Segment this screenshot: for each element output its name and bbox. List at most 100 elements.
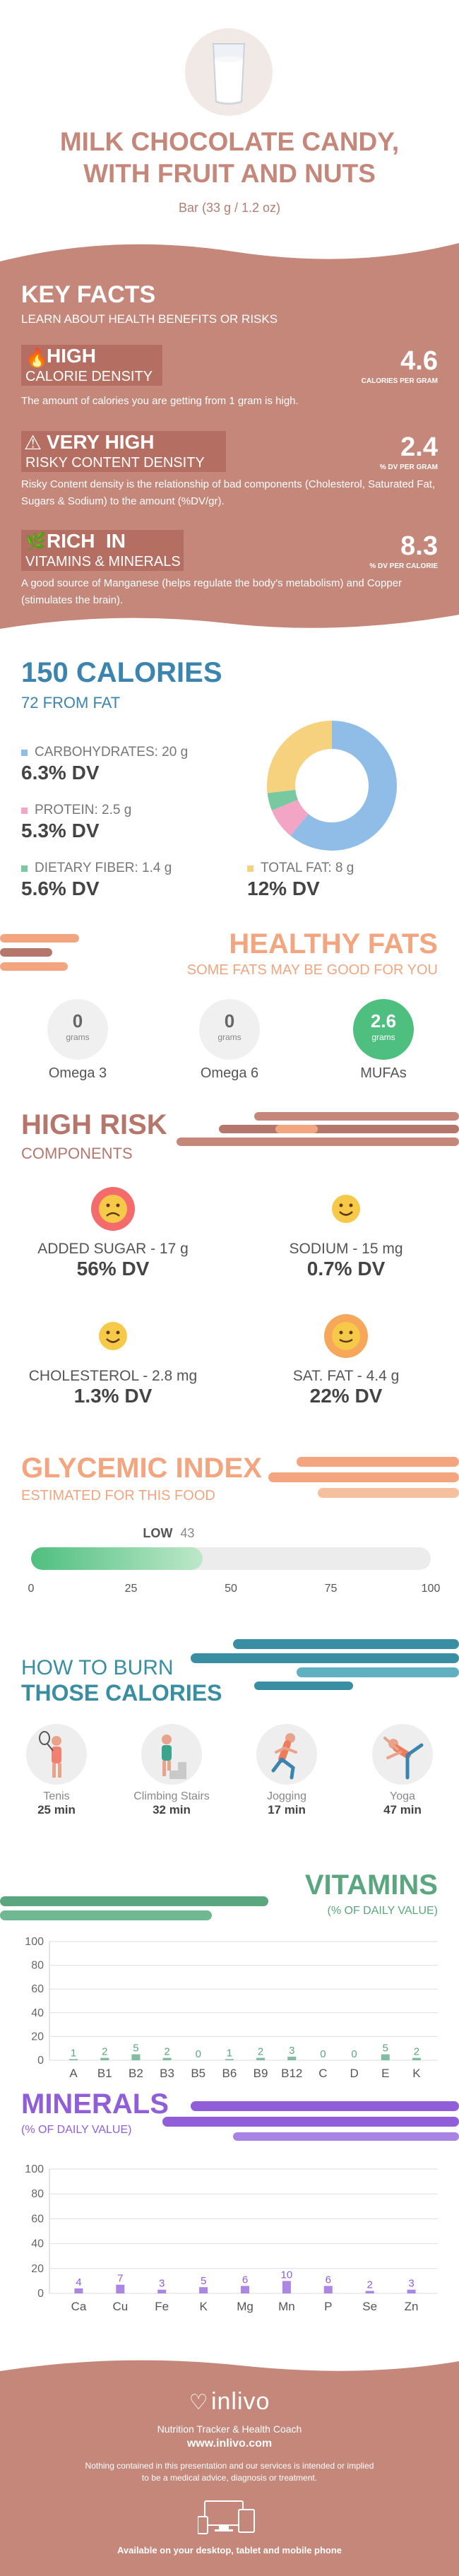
bar-value-label: 6 (242, 2274, 248, 2286)
macro-carbs: CARBOHYDRATES: 20 g 6.3% DV (21, 745, 188, 784)
y-tick-label: 0 (37, 2288, 44, 2300)
bar-value-label: 0 (320, 2048, 326, 2060)
fact-level: HIGH (47, 345, 96, 367)
glycemic-fill (31, 1547, 203, 1570)
key-facts-title: KEY FACTS (21, 281, 156, 308)
bar (74, 2288, 83, 2293)
bar-value-label: 5 (201, 2275, 206, 2287)
burn-jogging: Jogging 17 min (244, 1724, 329, 1817)
key-facts-section: KEY FACTS LEARN ABOUT HEALTH BENEFITS OR… (0, 233, 459, 636)
footer-tagline: Nutrition Tracker & Health Coach (157, 2423, 302, 2435)
yoga-icon (372, 1724, 433, 1785)
sad-face-icon (91, 1187, 135, 1231)
fat-label: TOTAL FAT: 8 g (261, 861, 354, 875)
y-tick-label: 60 (31, 2213, 44, 2225)
decorative-stripes-right (162, 2101, 459, 2141)
fact-name: CALORIE DENSITY (25, 369, 153, 384)
glycemic-section: GLYCEMIC INDEX ESTIMATED FOR THIS FOOD L… (0, 1448, 459, 1618)
risk-label: ADDED SUGAR - 17 g (37, 1241, 189, 1257)
macro-fat: TOTAL FAT: 8 g 12% DV (247, 861, 354, 900)
burn-yoga: Yoga 47 min (360, 1724, 445, 1817)
bar-value-label: 1 (71, 2047, 76, 2059)
fact-name: RISKY CONTENT DENSITY (25, 455, 205, 471)
bar-value-label: 3 (159, 2278, 165, 2290)
bar (131, 2054, 141, 2060)
burn-time: 47 min (383, 1803, 422, 1816)
bar-value-label: 3 (289, 2045, 294, 2057)
burn-title: HOW TO BURN THOSE CALORIES (21, 1656, 222, 1706)
footer-disclaimer: Nothing contained in this presentation a… (0, 2460, 459, 2484)
x-tick-label: D (350, 2067, 358, 2080)
burn-title-line-2: THOSE CALORIES (21, 1680, 222, 1706)
warning-icon: ⚠ (24, 432, 42, 454)
glycemic-tick-label: 25 (124, 1583, 138, 1595)
omega3-label: Omega 3 (48, 1065, 107, 1081)
glycemic-tick-label: 75 (324, 1583, 338, 1595)
burn-label: Tenis (43, 1790, 70, 1802)
bar-value-label: 1 (227, 2047, 232, 2059)
x-tick-label: Ca (71, 2300, 87, 2313)
bar (256, 2057, 266, 2060)
carbs-dv: 6.3% DV (21, 762, 100, 784)
bar (381, 2054, 390, 2060)
risk-added-sugar: ADDED SUGAR - 17 g 56% DV (7, 1187, 219, 1280)
decorative-stripes-left (0, 934, 79, 971)
footer-logo: ♡ inlivo (0, 2388, 459, 2416)
risk-sat-fat: SAT. FAT - 4.4 g 22% DV (240, 1314, 452, 1407)
fat-omega6: 0 grams Omega 6 (180, 999, 279, 1082)
protein-legend-dot (21, 807, 28, 814)
key-facts-subtitle: LEARN ABOUT HEALTH BENEFITS OR RISKS (21, 312, 278, 326)
y-tick-label: 60 (31, 1983, 44, 1995)
milk-glass-icon (185, 28, 273, 116)
protein-dv: 5.3% DV (21, 820, 100, 841)
bar (287, 2056, 297, 2060)
fact-unit: % DV PER GRAM (379, 463, 438, 471)
burn-time: 17 min (268, 1803, 306, 1816)
page-title: MILK CHOCOLATE CANDY, WITH FRUIT AND NUT… (0, 126, 459, 189)
bar-value-label: 2 (258, 2046, 263, 2058)
decorative-stripes-right (268, 1457, 459, 1498)
glycemic-level: LOW (143, 1526, 173, 1540)
bar-value-label: 4 (76, 2276, 81, 2288)
fact-risky-content: ⚠ VERY HIGH RISKY CONTENT DENSITY 2.4 % … (21, 431, 438, 516)
y-tick-label: 100 (25, 2163, 44, 2175)
bar-value-label: 6 (326, 2274, 331, 2286)
y-tick-label: 100 (25, 1936, 44, 1948)
fact-unit: CALORIES PER GRAM (361, 377, 438, 385)
bar-value-label: 10 (281, 2269, 293, 2281)
burn-label: Jogging (266, 1790, 307, 1802)
fact-unit: % DV PER CALORIE (369, 562, 438, 570)
decorative-stripes-right (177, 1112, 459, 1146)
x-tick-label: Cu (112, 2300, 128, 2313)
x-tick-label: P (324, 2300, 332, 2313)
glycemic-title: GLYCEMIC INDEX (21, 1453, 262, 1484)
macro-fiber: DIETARY FIBER: 1.4 g 5.6% DV (21, 861, 172, 900)
y-tick-label: 80 (31, 1960, 44, 1972)
x-tick-label: Se (362, 2300, 377, 2313)
bar (407, 2289, 416, 2293)
fact-description: Risky Content density is the relationshi… (21, 478, 436, 507)
fact-vitamins-minerals: 🌿 RICH IN VITAMINS & MINERALS 8.3 % DV P… (21, 530, 438, 615)
fiber-dv: 5.6% DV (21, 878, 100, 899)
high-risk-subtitle: COMPONENTS (21, 1145, 133, 1162)
x-tick-label: B5 (191, 2067, 205, 2080)
carbs-label: CARBOHYDRATES: 20 g (35, 745, 189, 760)
glycemic-value: 43 (180, 1526, 195, 1540)
y-tick-label: 20 (31, 2031, 44, 2043)
fact-badge (21, 345, 162, 386)
macro-protein: PROTEIN: 2.5 g 5.3% DV (21, 803, 131, 842)
brand-name: inlivo (210, 2388, 270, 2415)
risk-dv: 22% DV (309, 1385, 383, 1407)
title-line-1: MILK CHOCOLATE CANDY, (59, 127, 400, 156)
x-tick-label: Mg (237, 2300, 254, 2313)
y-tick-label: 80 (31, 2188, 44, 2200)
devices-icon (197, 2500, 261, 2535)
bar (365, 2291, 374, 2293)
risk-sodium: SODIUM - 15 mg 0.7% DV (240, 1187, 452, 1280)
burn-label: Yoga (390, 1790, 415, 1802)
fat-omega3: 0 grams Omega 3 (28, 999, 127, 1082)
glycemic-track (31, 1547, 431, 1570)
footer-url[interactable]: www.inlivo.com (186, 2438, 273, 2450)
x-tick-label: A (69, 2067, 78, 2080)
bar-value-label: 5 (383, 2043, 388, 2055)
